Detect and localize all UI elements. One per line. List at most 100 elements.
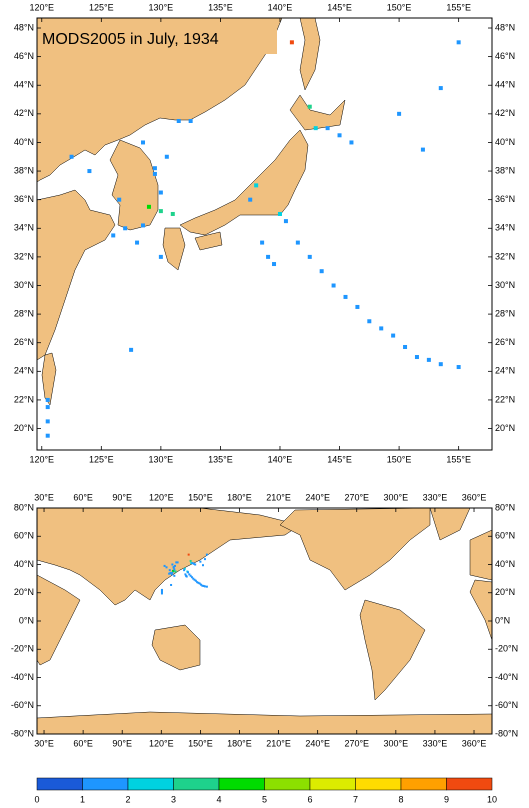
observation-cell xyxy=(129,347,134,352)
colorbar: 0 1 2 3 4 5 6 7 8 9 10 xyxy=(34,777,497,804)
y-tick-label: 60°N xyxy=(14,531,34,541)
y-tick-label: 20°N xyxy=(14,423,34,433)
observation-cell xyxy=(169,571,172,574)
observation-cell xyxy=(175,561,178,564)
colorbar-box xyxy=(400,777,447,791)
colorbar-label: 6 xyxy=(307,794,312,804)
x-tick-label: 155°E xyxy=(446,2,471,12)
observation-cell xyxy=(426,357,431,362)
colorbar-label: 9 xyxy=(444,794,449,804)
observation-cell xyxy=(174,570,177,573)
x-tick-label: 90°E xyxy=(112,492,132,502)
observation-cell xyxy=(158,190,163,195)
y-tick-label: 20°N xyxy=(495,423,515,433)
observation-cell xyxy=(69,154,74,159)
y-tick-label: 48°N xyxy=(495,22,515,32)
observation-cell xyxy=(313,126,318,131)
top-land xyxy=(36,17,346,406)
observation-cell xyxy=(254,183,259,188)
observation-cell xyxy=(135,240,140,245)
observation-cell xyxy=(173,570,176,573)
observation-cell xyxy=(123,226,128,231)
observation-cell xyxy=(194,563,197,566)
x-tick-label: 145°E xyxy=(327,2,352,12)
observation-cell xyxy=(168,572,171,575)
observation-cell xyxy=(183,567,186,570)
y-tick-label: 20°N xyxy=(495,587,515,597)
x-tick-label: 140°E xyxy=(268,2,293,12)
observation-cell xyxy=(283,219,288,224)
y-tick-label: -80°N xyxy=(11,728,34,738)
observation-cell xyxy=(197,581,200,584)
observation-cell xyxy=(456,365,461,370)
observation-cell xyxy=(176,561,179,564)
observation-cell xyxy=(188,573,191,576)
observation-cell xyxy=(158,254,163,259)
x-tick-label: 120°E xyxy=(29,2,54,12)
y-tick-label: -80°N xyxy=(495,728,518,738)
observation-cell xyxy=(45,405,50,410)
x-tick-label: 130°E xyxy=(149,2,174,12)
y-tick-label: 26°N xyxy=(495,337,515,347)
observation-cell xyxy=(199,560,202,563)
y-tick-label: 24°N xyxy=(495,366,515,376)
observation-cell xyxy=(319,269,324,274)
observation-cell xyxy=(200,583,203,586)
y-tick-label: 40°N xyxy=(14,137,34,147)
y-tick-label: 36°N xyxy=(495,194,515,204)
observation-cell xyxy=(272,262,277,267)
observation-cell xyxy=(171,571,174,574)
observation-cell xyxy=(171,563,174,566)
colorbar-box xyxy=(446,777,493,791)
observation-cell xyxy=(45,433,50,438)
observation-cell xyxy=(349,140,354,145)
x-tick-label: 30°E xyxy=(34,738,54,748)
observation-cell xyxy=(198,582,201,585)
x-tick-label: 60°E xyxy=(73,738,93,748)
y-tick-label: -40°N xyxy=(11,672,34,682)
observation-cell xyxy=(202,584,205,587)
observation-cell xyxy=(187,571,190,574)
x-tick-label: 135°E xyxy=(208,2,233,12)
observation-cell xyxy=(163,564,166,567)
colorbar-label: 1 xyxy=(80,794,85,804)
observation-cell xyxy=(456,40,461,45)
y-tick-label: 30°N xyxy=(495,280,515,290)
observation-cell xyxy=(203,585,206,588)
observation-cell xyxy=(176,118,181,123)
y-tick-label: 40°N xyxy=(495,137,515,147)
x-tick-label: 180°E xyxy=(227,492,252,502)
y-tick-label: 48°N xyxy=(14,22,34,32)
bottom-land xyxy=(36,507,493,735)
observation-cell xyxy=(160,588,163,591)
colorbar-label: 10 xyxy=(487,794,497,804)
bottom-observations xyxy=(160,553,208,595)
y-tick-label: 40°N xyxy=(495,559,515,569)
y-tick-label: 80°N xyxy=(495,502,515,512)
observation-cell xyxy=(165,566,168,569)
observation-cell xyxy=(248,197,253,202)
x-tick-label: 300°E xyxy=(384,492,409,502)
observation-cell xyxy=(173,568,176,571)
observation-cell xyxy=(379,326,384,331)
observation-cell xyxy=(196,581,199,584)
y-tick-label: 0°N xyxy=(495,615,510,625)
x-tick-label: 330°E xyxy=(423,738,448,748)
observation-cell xyxy=(205,553,208,556)
x-tick-label: 240°E xyxy=(305,492,330,502)
y-tick-label: 22°N xyxy=(495,394,515,404)
observation-cell xyxy=(397,111,402,116)
observation-cell xyxy=(420,147,425,152)
y-tick-label: 34°N xyxy=(495,223,515,233)
x-tick-label: 120°E xyxy=(29,454,54,464)
x-tick-label: 120°E xyxy=(149,738,174,748)
x-tick-label: 330°E xyxy=(423,492,448,502)
observation-cell xyxy=(189,559,192,562)
observation-cell xyxy=(289,40,294,45)
map-title: MODS2005 in July, 1934 xyxy=(42,31,219,48)
observation-cell xyxy=(307,104,312,109)
observation-cell xyxy=(307,254,312,259)
y-tick-label: 28°N xyxy=(14,308,34,318)
colorbar-box xyxy=(127,777,174,791)
